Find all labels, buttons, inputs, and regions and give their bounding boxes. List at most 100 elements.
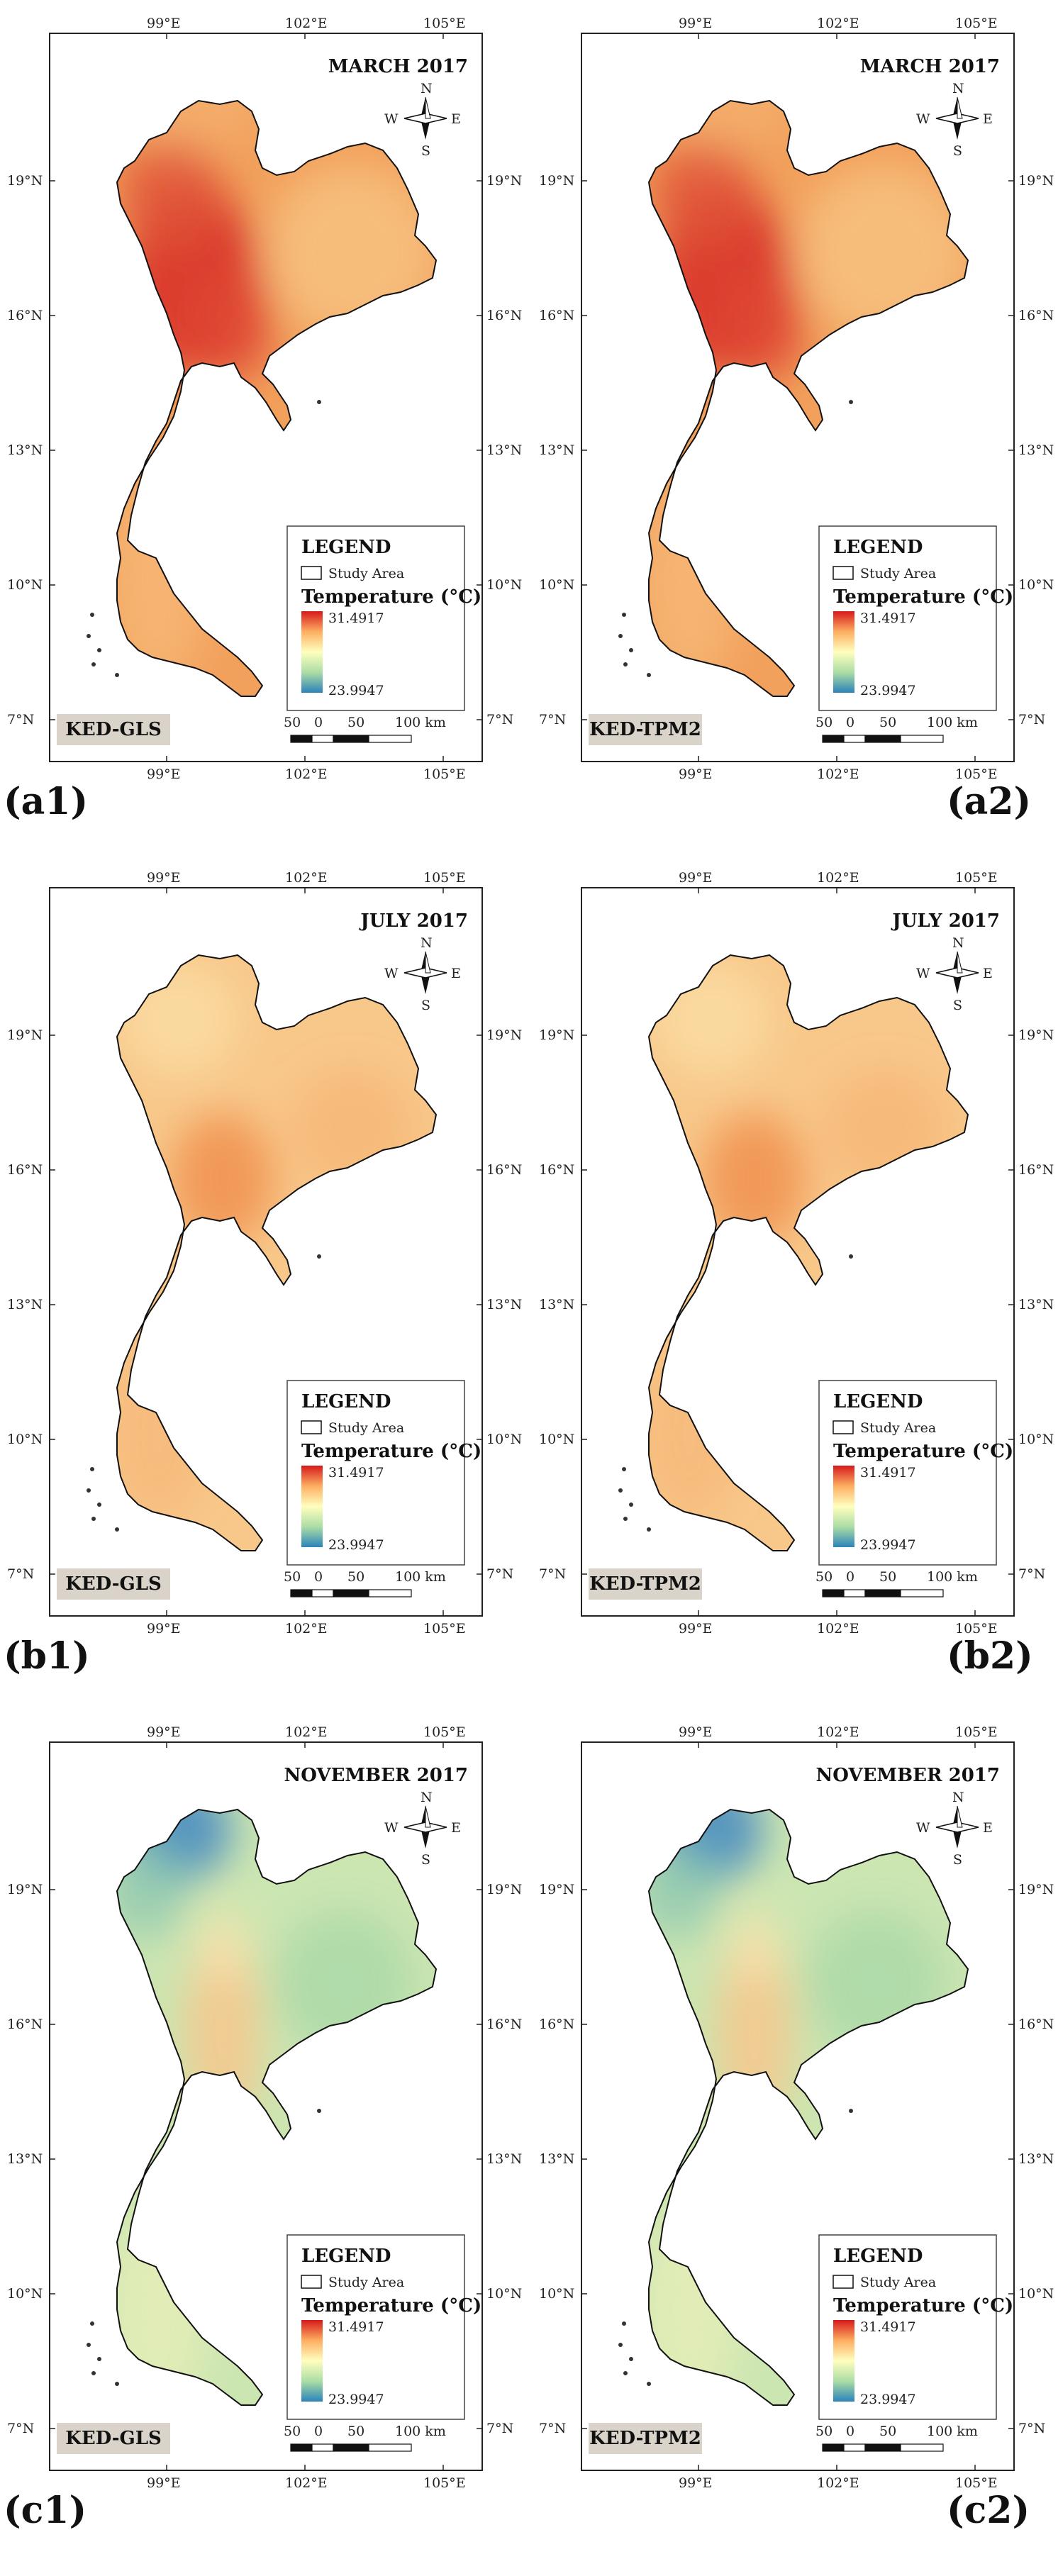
legend-study-area: Study Area bbox=[328, 2275, 404, 2290]
legend-min: 23.9947 bbox=[860, 1537, 916, 1553]
scale-bar-label: 0 bbox=[846, 1569, 854, 1585]
longitude-tick-label: 105°E bbox=[423, 766, 466, 782]
longitude-tick-label: 99°E bbox=[679, 870, 713, 886]
latitude-tick-label: 10°N bbox=[1018, 1432, 1054, 1447]
scale-bar-label: 50 bbox=[815, 2424, 833, 2439]
latitude-tick-label: 13°N bbox=[7, 442, 43, 458]
latitude-tick-label: 13°N bbox=[539, 442, 574, 458]
north-arrow-icon bbox=[403, 96, 447, 140]
legend-title: LEGEND bbox=[301, 1391, 391, 1412]
compass-letter: W bbox=[916, 1820, 930, 1836]
compass-letter: N bbox=[952, 1790, 964, 1805]
latitude-tick-label: 19°N bbox=[539, 1882, 574, 1897]
legend-colorbar bbox=[833, 1466, 854, 1547]
method-badge bbox=[57, 2423, 170, 2454]
legend-study-area: Study Area bbox=[328, 566, 404, 581]
north-arrow-icon bbox=[935, 1805, 979, 1849]
legend-title: LEGEND bbox=[301, 537, 391, 558]
study-area-outline bbox=[116, 1808, 438, 2406]
latitude-tick-label: 13°N bbox=[486, 442, 522, 458]
legend-title: LEGEND bbox=[833, 1391, 923, 1412]
longitude-tick-label: 105°E bbox=[423, 16, 466, 31]
study-area-outline bbox=[647, 99, 969, 697]
scale-bar-label: 50 bbox=[347, 1569, 364, 1585]
longitude-tick-label: 105°E bbox=[423, 1724, 466, 1740]
latitude-tick-label: 13°N bbox=[1018, 442, 1054, 458]
legend-temperature-title: Temperature (°C) bbox=[301, 586, 481, 608]
legend-title: LEGEND bbox=[301, 2246, 391, 2267]
map-panel: 99°E 99°E 102°E 102°E 105°E 105°E 19°N 19°N 16°N… bbox=[0, 854, 526, 1709]
compass-letter: N bbox=[421, 81, 433, 96]
compass-letter: E bbox=[983, 966, 993, 981]
map-svg: 99°E 99°E 102°E 102°E 105°E 105°E 19°N 19°N 16°N… bbox=[7, 1724, 522, 2491]
legend-colorbar bbox=[301, 1466, 323, 1547]
map-panel: 99°E 99°E 102°E 102°E 105°E 105°E 19°N 19°N 16°N… bbox=[532, 0, 1058, 854]
legend-colorbar bbox=[301, 2320, 323, 2402]
longitude-tick-label: 105°E bbox=[423, 2475, 466, 2491]
latitude-tick-label: 13°N bbox=[539, 1297, 574, 1312]
longitude-tick-label: 102°E bbox=[817, 1724, 859, 1740]
latitude-tick-label: 13°N bbox=[486, 2151, 522, 2167]
latitude-tick-label: 7°N bbox=[486, 712, 513, 727]
map-svg: 99°E 99°E 102°E 102°E 105°E 105°E 19°N 19°N 16°N… bbox=[539, 870, 1054, 1637]
latitude-tick-label: 19°N bbox=[7, 1027, 43, 1043]
map-svg: 99°E 99°E 102°E 102°E 105°E 105°E 19°N 19°N 16°N… bbox=[539, 16, 1054, 782]
legend-temperature-title: Temperature (°C) bbox=[833, 2295, 1013, 2316]
map-title: NOVEMBER 2017 bbox=[815, 1765, 1000, 1786]
map-panel: 99°E 99°E 102°E 102°E 105°E 105°E 19°N 19°N 16°N… bbox=[0, 1709, 526, 2563]
latitude-tick-label: 7°N bbox=[486, 2421, 513, 2436]
map-title: NOVEMBER 2017 bbox=[284, 1765, 468, 1786]
method-label: KED-GLS bbox=[65, 1573, 162, 1595]
method-badge bbox=[57, 1568, 170, 1600]
legend-colorbar bbox=[833, 611, 854, 693]
scale-bar-label: 100 km bbox=[395, 715, 446, 730]
latitude-tick-label: 19°N bbox=[486, 1027, 522, 1043]
legend-temperature-title: Temperature (°C) bbox=[833, 1441, 1013, 1462]
latitude-tick-label: 13°N bbox=[7, 2151, 43, 2167]
method-badge bbox=[57, 714, 170, 745]
scale-bar-label: 0 bbox=[314, 2424, 323, 2439]
method-badge bbox=[589, 714, 702, 745]
legend-min: 23.9947 bbox=[860, 683, 916, 698]
map-panel: 99°E 99°E 102°E 102°E 105°E 105°E 19°N 19°N 16°N… bbox=[532, 1709, 1058, 2563]
legend-min: 23.9947 bbox=[328, 2392, 384, 2407]
scale-bar-label: 100 km bbox=[927, 1569, 978, 1585]
compass-letter: E bbox=[451, 1820, 461, 1836]
scale-bar-label: 50 bbox=[879, 2424, 896, 2439]
legend-temperature-title: Temperature (°C) bbox=[301, 2295, 481, 2316]
longitude-tick-label: 102°E bbox=[285, 16, 328, 31]
north-arrow-icon bbox=[403, 1805, 447, 1849]
latitude-tick-label: 10°N bbox=[7, 2286, 43, 2302]
longitude-tick-label: 105°E bbox=[955, 1621, 998, 1637]
latitude-tick-label: 19°N bbox=[7, 1882, 43, 1897]
map-panel: 99°E 99°E 102°E 102°E 105°E 105°E 19°N 19°N 16°N… bbox=[532, 854, 1058, 1709]
latitude-tick-label: 10°N bbox=[486, 2286, 522, 2302]
latitude-tick-label: 19°N bbox=[486, 173, 522, 189]
latitude-tick-label: 7°N bbox=[7, 1566, 34, 1582]
latitude-tick-label: 13°N bbox=[486, 1297, 522, 1312]
latitude-tick-label: 19°N bbox=[1018, 173, 1054, 189]
map-svg: 99°E 99°E 102°E 102°E 105°E 105°E 19°N 19°N 16°N… bbox=[7, 870, 522, 1637]
scale-bar-label: 50 bbox=[815, 715, 833, 730]
map-title: JULY 2017 bbox=[891, 910, 1000, 932]
scale-bar-label: 50 bbox=[879, 715, 896, 730]
scale-bar bbox=[822, 735, 944, 743]
method-badge bbox=[589, 2423, 702, 2454]
compass-letter: S bbox=[421, 1852, 430, 1868]
latitude-tick-label: 16°N bbox=[486, 308, 522, 323]
latitude-tick-label: 7°N bbox=[1018, 2421, 1045, 2436]
legend-temperature-title: Temperature (°C) bbox=[301, 1441, 481, 1462]
longitude-tick-label: 99°E bbox=[147, 2475, 181, 2491]
scale-bar-label: 50 bbox=[284, 2424, 301, 2439]
latitude-tick-label: 19°N bbox=[1018, 1882, 1054, 1897]
longitude-tick-label: 99°E bbox=[147, 16, 181, 31]
compass-letter: N bbox=[952, 935, 964, 951]
panel-caption: (a1) bbox=[4, 780, 89, 823]
latitude-tick-label: 16°N bbox=[7, 2017, 43, 2032]
compass-letter: W bbox=[384, 966, 399, 981]
latitude-tick-label: 10°N bbox=[1018, 577, 1054, 593]
compass-letter: N bbox=[421, 1790, 433, 1805]
longitude-tick-label: 105°E bbox=[423, 1621, 466, 1637]
scale-bar bbox=[290, 1589, 412, 1598]
latitude-tick-label: 7°N bbox=[1018, 1566, 1045, 1582]
